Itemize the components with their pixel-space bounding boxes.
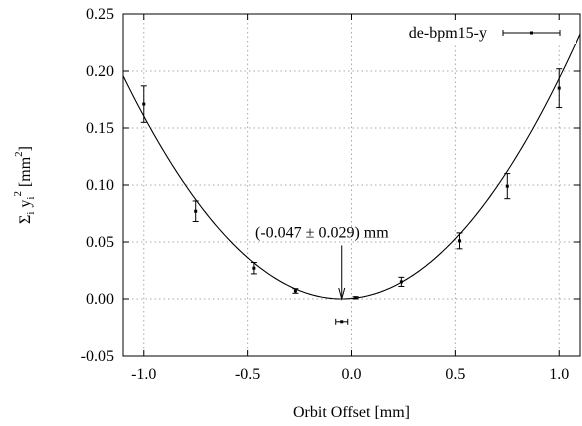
- data-point: [250, 262, 257, 275]
- fit-curve-group: [122, 33, 581, 300]
- y-tick-label: 0.05: [86, 234, 114, 251]
- data-point: [398, 276, 405, 287]
- data-point: [192, 200, 199, 222]
- y-tick-label: -0.05: [81, 348, 114, 365]
- data-point: [292, 288, 299, 294]
- point-marker: [293, 289, 297, 293]
- y-axis-label: Σi yi2 [mm2]: [12, 146, 37, 224]
- data-point: [140, 85, 147, 123]
- y-axis-label-part: y: [17, 200, 34, 212]
- data-point: [556, 68, 563, 108]
- y-tick-label: 0.25: [86, 6, 114, 23]
- x-tick-label: 0.0: [342, 366, 362, 383]
- minimum-point: [340, 320, 344, 324]
- point-marker: [505, 184, 509, 188]
- x-tick-label: 0.5: [445, 366, 465, 383]
- y-axis-label-part: 2: [12, 191, 24, 197]
- point-marker: [142, 102, 146, 106]
- data-point: [456, 232, 463, 250]
- point-marker: [399, 280, 403, 284]
- y-axis-label-part: 2: [13, 151, 25, 157]
- legend: de-bpm15-y: [380, 22, 576, 44]
- fit-curve: [122, 33, 581, 300]
- minimum-annotation: (-0.047 ± 0.029) mm: [255, 224, 389, 241]
- y-tick-label: 0.15: [86, 120, 114, 137]
- y-axis-label-part: i: [25, 197, 37, 200]
- point-marker: [458, 239, 462, 243]
- annotation-group: (-0.047 ± 0.029) mm: [255, 224, 389, 301]
- minimum-marker: [335, 318, 349, 325]
- point-marker: [252, 266, 256, 270]
- axes: -1.0 -0.5 0.0 0.5 1.0 -0.05 0.00 0.05 0.10 0.15 0.…: [81, 6, 581, 383]
- x-tick-label: -1.0: [131, 366, 156, 383]
- x-tick-label: -0.5: [235, 366, 260, 383]
- point-marker: [194, 209, 198, 213]
- legend-entry-label: de-bpm15-y: [409, 25, 487, 42]
- y-axis-label-part: Σ: [17, 215, 34, 224]
- annotation-arrow-head: [338, 287, 346, 301]
- x-tick-label: 1.0: [549, 366, 569, 383]
- y-tick-label: 0.10: [86, 177, 114, 194]
- x-axis-label: Orbit Offset [mm]: [293, 404, 410, 421]
- y-axis-label-part: ]: [17, 146, 34, 151]
- point-marker: [354, 296, 358, 300]
- y-axis-label-part: i: [25, 212, 37, 215]
- point-marker: [557, 86, 561, 90]
- data-point: [352, 296, 359, 300]
- grid: [123, 13, 580, 357]
- data-point: [504, 173, 511, 200]
- legend-background: [380, 22, 576, 44]
- data-points: [140, 68, 563, 325]
- legend-sample-marker: [530, 31, 533, 35]
- y-tick-label: 0.00: [86, 291, 114, 308]
- y-tick-label: 0.20: [86, 63, 114, 80]
- y-axis-label-part: [mm: [17, 156, 34, 191]
